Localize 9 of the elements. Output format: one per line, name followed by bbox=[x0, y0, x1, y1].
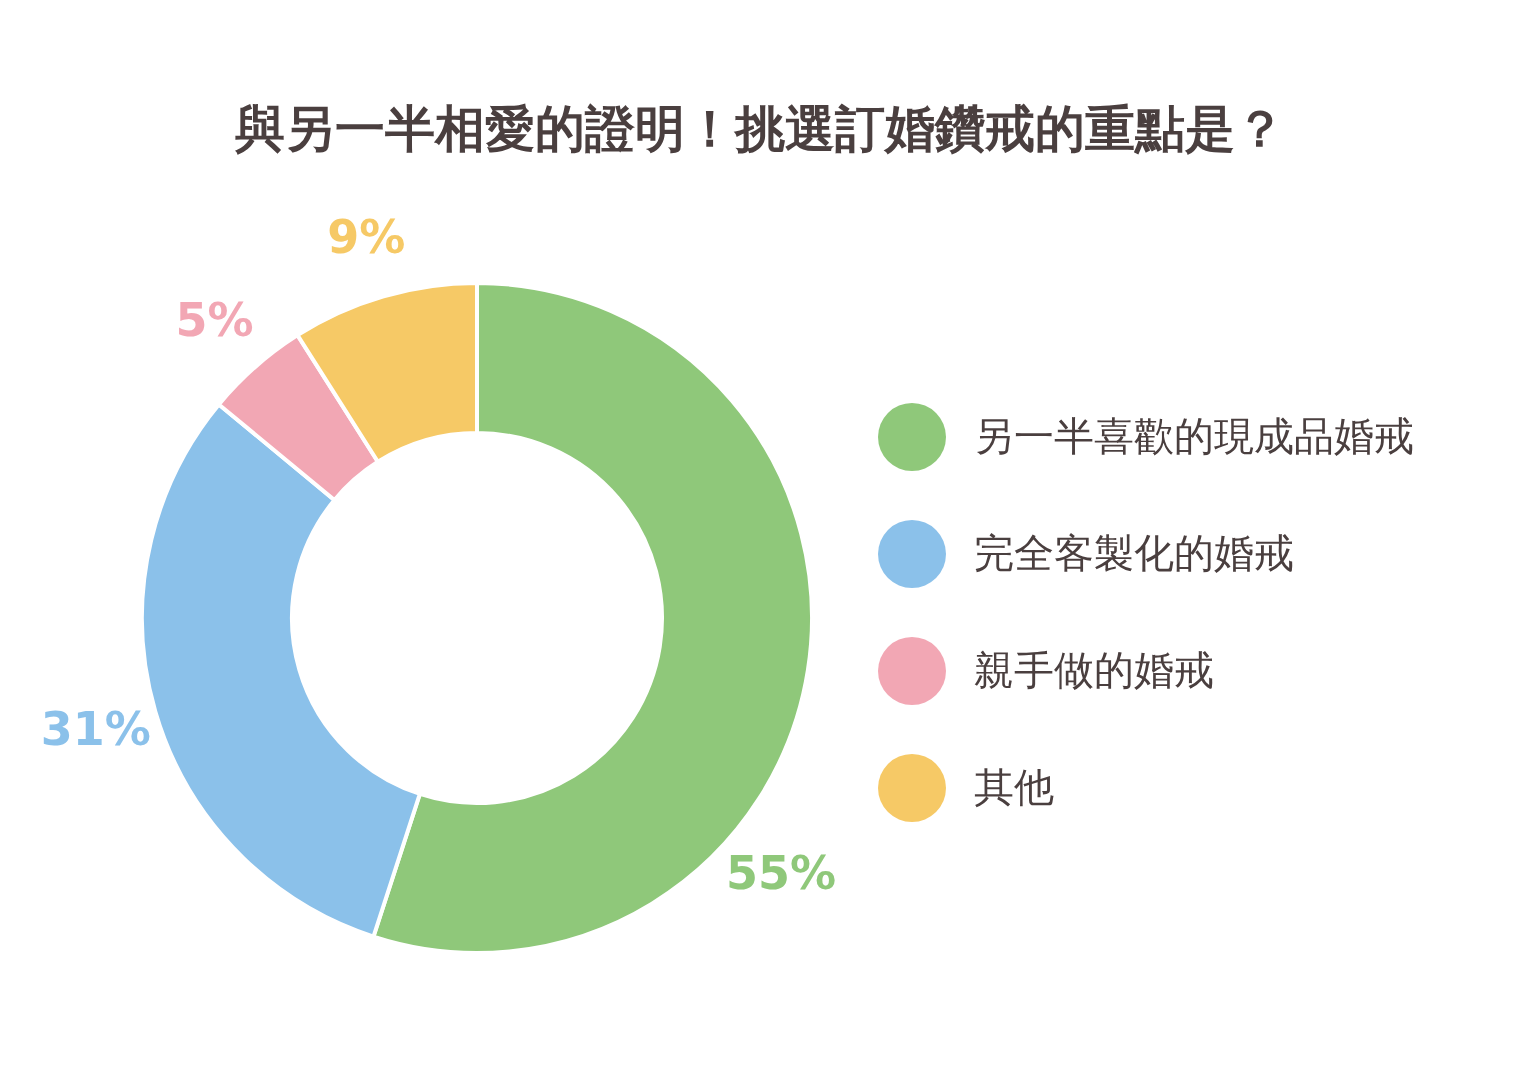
data-label: 55% bbox=[726, 846, 837, 901]
data-label: 9% bbox=[327, 209, 406, 264]
legend-label: 其他 bbox=[974, 763, 1054, 812]
legend-label: 另一半喜歡的現成品婚戒 bbox=[974, 412, 1414, 461]
legend-label: 完全客製化的婚戒 bbox=[974, 529, 1294, 578]
data-label: 31% bbox=[40, 701, 151, 756]
chart-title: 與另一半相愛的證明！挑選訂婚鑽戒的重點是？ bbox=[233, 98, 1286, 160]
legend-label: 親手做的婚戒 bbox=[974, 646, 1214, 695]
data-label: 5% bbox=[175, 293, 254, 348]
